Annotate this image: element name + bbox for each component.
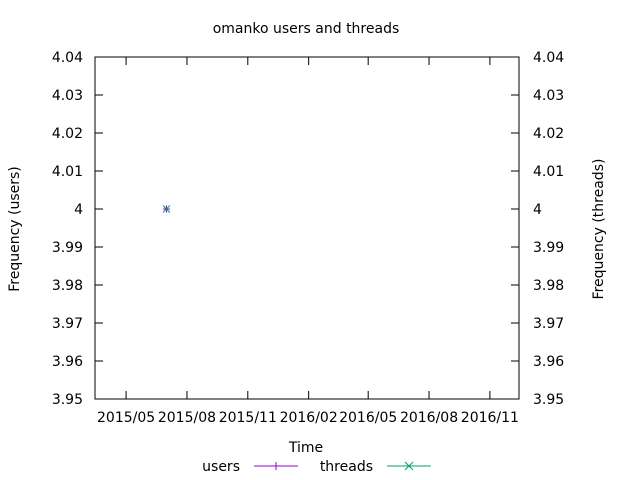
x-axis-label: Time [288,440,323,456]
x-tick-label: 2016/05 [339,410,397,426]
y-tick-label: 4.02 [52,126,83,142]
y2-tick-label: 4.02 [533,126,564,142]
x-tick-label: 2015/11 [219,410,277,426]
y2-tick-label: 4.04 [533,50,564,66]
y-tick-label: 3.95 [52,392,83,408]
x-tick-label: 2016/02 [280,410,338,426]
y-tick-label: 4.04 [52,50,83,66]
series-marks [162,205,171,213]
x-tick-label: 2016/08 [400,410,458,426]
y-tick-label: 3.96 [52,354,83,370]
plot-area [94,56,520,400]
chart-title: omanko users and threads [213,21,400,37]
y2-tick-label: 3.96 [533,354,564,370]
x-tick-label: 2015/08 [158,410,216,426]
y-tick-label: 4 [74,202,83,218]
y2-axis-ticks: 3.95 3.96 3.97 3.98 3.99 4 4.01 4.02 4.03 4.04 [511,50,564,408]
y2-axis-label: Frequency (threads) [591,159,607,300]
legend-marker-users [272,462,280,470]
y2-tick-label: 3.97 [533,316,564,332]
legend-marker-threads [404,461,414,471]
y2-tick-label: 4 [533,202,542,218]
y-axis-ticks: 3.95 3.96 3.97 3.98 3.99 4 4.01 4.02 4.03 4.04 [52,50,103,408]
y2-tick-label: 3.99 [533,240,564,256]
y2-tick-label: 3.98 [533,278,564,294]
threads-point [162,205,171,213]
y-tick-label: 3.97 [52,316,83,332]
y-tick-label: 3.98 [52,278,83,294]
y-axis-label: Frequency (users) [7,166,23,292]
plot-frame [94,56,520,400]
y-tick-label: 3.99 [52,240,83,256]
y-tick-label: 4.01 [52,164,83,180]
y-tick-label: 4.03 [52,88,83,104]
y2-tick-label: 3.95 [533,392,564,408]
legend-label-users: users [202,459,240,475]
y2-tick-label: 4.01 [533,164,564,180]
legend-label-threads: threads [320,459,373,475]
x-tick-label: 2015/05 [97,410,155,426]
x-tick-label: 2016/11 [461,410,519,426]
x-axis-ticks: 2015/05 2015/08 2015/11 2016/02 2016/05 2016/… [97,57,519,426]
legend: users threads [202,459,431,475]
y2-tick-label: 4.03 [533,88,564,104]
